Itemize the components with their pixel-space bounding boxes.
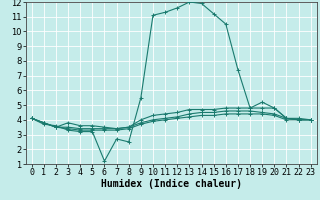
X-axis label: Humidex (Indice chaleur): Humidex (Indice chaleur) <box>101 179 242 189</box>
